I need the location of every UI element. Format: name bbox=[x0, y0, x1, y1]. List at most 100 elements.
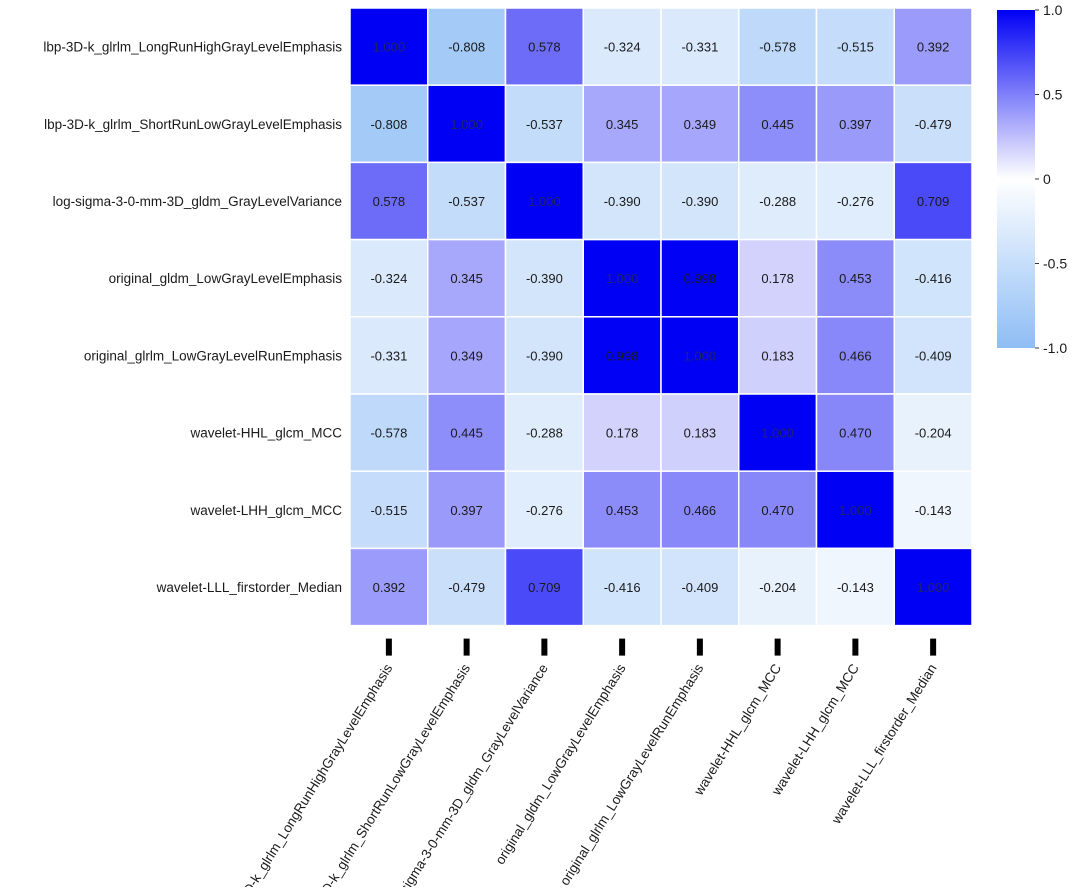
row-label: lbp-3D-k_glrlm_ShortRunLowGrayLevelEmpha… bbox=[44, 117, 342, 132]
cell-value-label: -0.537 bbox=[448, 194, 485, 209]
cell-value-label: -0.409 bbox=[915, 348, 952, 363]
cell-value-label: 0.709 bbox=[528, 580, 561, 595]
colorbar-tick-label: -0.5 bbox=[1043, 256, 1067, 272]
heatmap-cell bbox=[815, 161, 895, 241]
heatmap-cell bbox=[660, 238, 740, 318]
heatmap-cells: 1.000 -0.808 0.578 -0.324 -0.331 -0.578 -0.515… bbox=[349, 7, 973, 627]
cell-value-label: -0.416 bbox=[915, 271, 952, 286]
heatmap-cell bbox=[660, 547, 740, 627]
column-label: original_gldm_LowGrayLevelEmphasis bbox=[492, 661, 629, 867]
cell-value-label: 0.998 bbox=[606, 348, 639, 363]
heatmap-cell bbox=[504, 547, 584, 627]
cell-value-label: -0.537 bbox=[526, 117, 563, 132]
cell-value-label: -0.409 bbox=[681, 580, 718, 595]
cell-value-label: -0.324 bbox=[604, 40, 641, 55]
cell-value-label: -0.515 bbox=[837, 40, 874, 55]
cell-value-label: 0.397 bbox=[839, 117, 872, 132]
cell-value-label: -0.324 bbox=[370, 271, 407, 286]
column-tick-mark bbox=[930, 638, 937, 656]
heatmap-cell bbox=[815, 238, 895, 318]
colorbar bbox=[997, 10, 1035, 348]
cell-value-label: 1.000 bbox=[606, 271, 639, 286]
cell-value-label: -0.578 bbox=[759, 40, 796, 55]
column-tick-mark bbox=[463, 638, 470, 656]
cell-value-label: 0.349 bbox=[450, 348, 483, 363]
heatmap-cell bbox=[349, 238, 429, 318]
cell-value-label: -0.143 bbox=[915, 503, 952, 518]
cell-value-label: 0.178 bbox=[606, 426, 639, 441]
heatmap-cell bbox=[738, 393, 818, 472]
column-label: wavelet-LHH_glcm_MCC bbox=[768, 661, 862, 799]
cell-value-label: 0.466 bbox=[839, 348, 872, 363]
heatmap-cell bbox=[504, 161, 584, 241]
row-label: log-sigma-3-0-mm-3D_gldm_GrayLevelVarian… bbox=[53, 194, 342, 209]
cell-value-label: 0.397 bbox=[450, 503, 483, 518]
cell-value-label: -0.808 bbox=[448, 40, 485, 55]
heatmap-cell bbox=[893, 470, 973, 550]
colorbar-ticks: 1.0 0.5 0 -0.5 -1.0 bbox=[1035, 2, 1067, 356]
cell-value-label: 0.349 bbox=[684, 117, 717, 132]
cell-value-label: -0.808 bbox=[370, 117, 407, 132]
colorbar-tick-label: 0 bbox=[1043, 171, 1051, 187]
heatmap-cell bbox=[582, 161, 662, 241]
row-label: wavelet-LHH_glcm_MCC bbox=[189, 503, 342, 518]
cell-value-label: 1.000 bbox=[917, 580, 950, 595]
heatmap-cell bbox=[738, 161, 818, 241]
heatmap-cell bbox=[893, 393, 973, 472]
cell-value-label: 1.000 bbox=[373, 40, 406, 55]
cell-value-label: 0.183 bbox=[761, 348, 794, 363]
cell-value-label: 0.178 bbox=[761, 271, 794, 286]
heatmap-cell bbox=[504, 393, 584, 472]
row-label: lbp-3D-k_glrlm_LongRunHighGrayLevelEmpha… bbox=[43, 40, 342, 55]
column-label: log-sigma-3-0-mm-3D_gldm_GrayLevelVarian… bbox=[385, 661, 551, 887]
cell-value-label: 0.183 bbox=[684, 426, 717, 441]
cell-value-label: 0.345 bbox=[606, 117, 639, 132]
heatmap-cell bbox=[893, 84, 973, 164]
column-labels: lbp-3D-k_glrlm_LongRunHighGrayLevelEmpha… bbox=[224, 638, 940, 892]
heatmap-cell bbox=[349, 7, 429, 86]
row-label: wavelet-HHL_glcm_MCC bbox=[189, 426, 342, 441]
heatmap-cell bbox=[349, 547, 429, 627]
heatmap-cell bbox=[660, 393, 740, 472]
cell-value-label: -0.390 bbox=[681, 194, 718, 209]
column-tick-mark bbox=[385, 638, 392, 656]
heatmap-cell bbox=[582, 547, 662, 627]
cell-value-label: 1.000 bbox=[839, 503, 872, 518]
row-labels: lbp-3D-k_glrlm_LongRunHighGrayLevelEmpha… bbox=[43, 40, 342, 595]
heatmap-cell bbox=[427, 161, 507, 241]
heatmap-cell bbox=[504, 238, 584, 318]
heatmap-cell bbox=[738, 547, 818, 627]
cell-value-label: -0.288 bbox=[759, 194, 796, 209]
heatmap-cell bbox=[582, 316, 662, 395]
cell-value-label: 1.000 bbox=[684, 348, 717, 363]
cell-value-label: -0.331 bbox=[370, 348, 407, 363]
column-tick-mark bbox=[696, 638, 703, 656]
cell-value-label: 0.445 bbox=[450, 426, 483, 441]
row-label: original_gldm_LowGrayLevelEmphasis bbox=[109, 271, 343, 286]
column-tick-mark bbox=[541, 638, 548, 656]
heatmap-cell bbox=[815, 470, 895, 550]
cell-value-label: -0.416 bbox=[604, 580, 641, 595]
heatmap-cell bbox=[660, 161, 740, 241]
cell-value-label: 0.466 bbox=[684, 503, 717, 518]
heatmap-cell bbox=[738, 84, 818, 164]
heatmap-cell bbox=[349, 161, 429, 241]
cell-value-label: -0.515 bbox=[370, 503, 407, 518]
cell-value-label: -0.390 bbox=[604, 194, 641, 209]
cell-value-label: -0.288 bbox=[526, 426, 563, 441]
cell-value-label: -0.276 bbox=[526, 503, 563, 518]
heatmap-cell bbox=[660, 316, 740, 395]
heatmap-cell bbox=[427, 393, 507, 472]
heatmap-cell bbox=[893, 547, 973, 627]
cell-value-label: -0.479 bbox=[448, 580, 485, 595]
heatmap-cell bbox=[582, 238, 662, 318]
column-label: wavelet-HHL_glcm_MCC bbox=[691, 661, 785, 799]
cell-value-label: 1.000 bbox=[761, 426, 794, 441]
cell-value-label: -0.390 bbox=[526, 348, 563, 363]
cell-value-label: 0.345 bbox=[450, 271, 483, 286]
cell-value-label: -0.204 bbox=[759, 580, 796, 595]
cell-value-label: -0.143 bbox=[837, 580, 874, 595]
colorbar-tick-label: -1.0 bbox=[1043, 340, 1067, 356]
heatmap-cell bbox=[582, 84, 662, 164]
